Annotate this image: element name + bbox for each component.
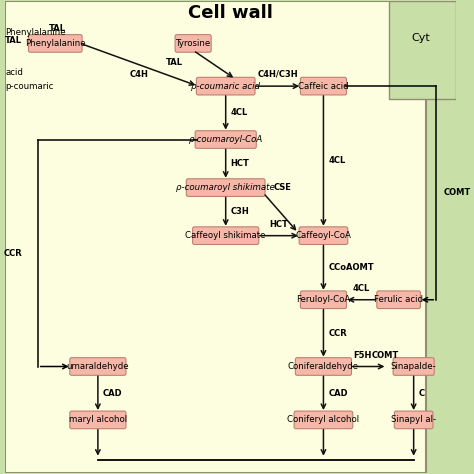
Text: CSE: CSE xyxy=(273,183,291,192)
FancyBboxPatch shape xyxy=(301,291,346,309)
Text: Caffeoyl-CoA: Caffeoyl-CoA xyxy=(295,231,351,240)
Text: CAD: CAD xyxy=(103,389,122,398)
FancyBboxPatch shape xyxy=(377,291,420,309)
Text: ρ-coumaric acid: ρ-coumaric acid xyxy=(191,82,260,91)
Text: Tyrosine: Tyrosine xyxy=(175,39,211,48)
Text: CAD: CAD xyxy=(328,389,348,398)
FancyBboxPatch shape xyxy=(186,179,265,196)
FancyBboxPatch shape xyxy=(5,0,426,474)
Text: C4H/C3H: C4H/C3H xyxy=(257,70,298,79)
Text: Caffeic acid: Caffeic acid xyxy=(298,82,349,91)
FancyBboxPatch shape xyxy=(196,77,255,95)
Text: CCR: CCR xyxy=(4,248,23,257)
Text: TAL: TAL xyxy=(5,36,22,45)
Text: Coniferyl alcohol: Coniferyl alcohol xyxy=(287,415,359,424)
Text: Sinapyl al-: Sinapyl al- xyxy=(391,415,436,424)
Text: 4CL: 4CL xyxy=(353,284,370,293)
Text: ρ-coumaroyl shikimate: ρ-coumaroyl shikimate xyxy=(176,183,275,192)
Text: COMT: COMT xyxy=(444,189,471,198)
Text: C3H: C3H xyxy=(231,207,249,216)
Text: ρ-coumaroyl-CoA: ρ-coumaroyl-CoA xyxy=(189,135,263,144)
Text: C4H: C4H xyxy=(130,71,149,80)
Text: p-coumaric: p-coumaric xyxy=(5,82,54,91)
Text: Phenylalanine: Phenylalanine xyxy=(5,28,66,37)
Text: C: C xyxy=(419,389,425,398)
FancyBboxPatch shape xyxy=(192,227,259,245)
Text: TAL: TAL xyxy=(49,24,66,33)
Text: CCR: CCR xyxy=(328,328,347,337)
Text: HCT: HCT xyxy=(231,159,250,168)
Text: Caffeoyl shikimate: Caffeoyl shikimate xyxy=(185,231,266,240)
FancyBboxPatch shape xyxy=(70,411,126,428)
Text: 4CL: 4CL xyxy=(231,109,248,118)
FancyBboxPatch shape xyxy=(389,0,456,100)
Text: COMT: COMT xyxy=(371,351,399,360)
FancyBboxPatch shape xyxy=(393,358,434,375)
Text: Feruloyl-CoA: Feruloyl-CoA xyxy=(296,295,351,304)
FancyBboxPatch shape xyxy=(294,411,353,428)
FancyBboxPatch shape xyxy=(70,358,126,375)
Text: F5H: F5H xyxy=(353,351,372,360)
FancyBboxPatch shape xyxy=(301,77,346,95)
Text: CCoAOMT: CCoAOMT xyxy=(328,263,374,272)
Text: Sinapalde-: Sinapalde- xyxy=(391,362,437,371)
FancyBboxPatch shape xyxy=(299,227,348,245)
Text: TAL: TAL xyxy=(166,58,183,67)
FancyBboxPatch shape xyxy=(195,131,256,148)
Text: Coniferaldehyde: Coniferaldehyde xyxy=(288,362,359,371)
Text: maryl alcohol: maryl alcohol xyxy=(69,415,127,424)
Text: Cyt: Cyt xyxy=(412,33,430,43)
Text: acid: acid xyxy=(5,68,23,77)
Text: Cell wall: Cell wall xyxy=(188,4,273,22)
Text: 4CL: 4CL xyxy=(328,156,346,165)
Text: Phenylalanine: Phenylalanine xyxy=(25,39,86,48)
Text: Ferulic acid: Ferulic acid xyxy=(374,295,423,304)
FancyBboxPatch shape xyxy=(394,411,433,428)
FancyBboxPatch shape xyxy=(175,35,211,52)
FancyBboxPatch shape xyxy=(28,35,82,52)
FancyBboxPatch shape xyxy=(295,358,352,375)
Text: HCT: HCT xyxy=(270,220,288,229)
Text: umaraldehyde: umaraldehyde xyxy=(66,362,129,371)
